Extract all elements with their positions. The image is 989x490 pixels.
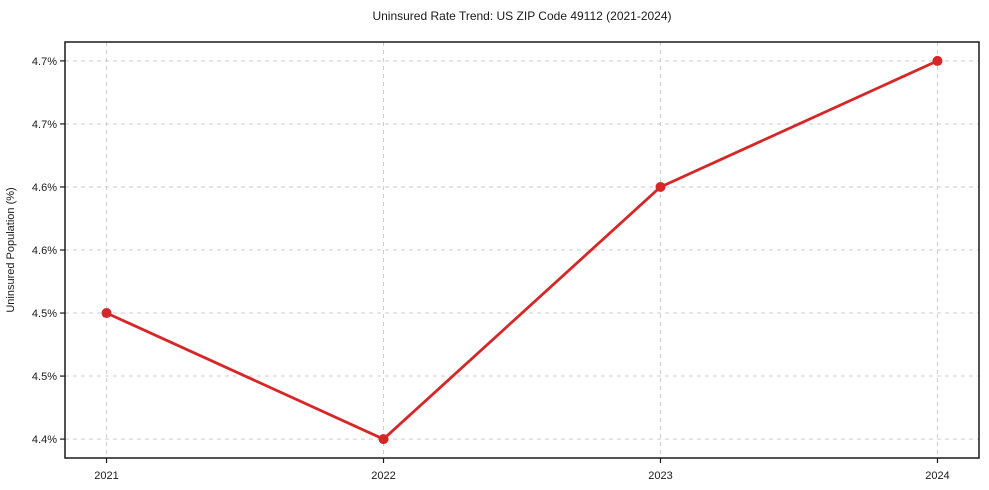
plot-border: [64, 41, 980, 459]
series-layer: [101, 55, 943, 445]
data-point: [101, 308, 112, 319]
x-tick-label: 2022: [371, 470, 395, 482]
y-tick-label: 4.4%: [32, 434, 57, 446]
x-tick-label: 2021: [94, 470, 118, 482]
trend-line: [105, 59, 939, 441]
y-axis-label: Uninsured Population (%): [5, 187, 17, 312]
y-tick-label: 4.5%: [32, 371, 57, 383]
axes-layer: 4.4% 4.5% 4.5% 4.6% 4.6% 4.7% 4.7% 2021 2022 2023…: [32, 41, 980, 482]
data-point: [932, 55, 943, 66]
data-point: [655, 181, 666, 192]
y-tick-label: 4.7%: [32, 119, 57, 131]
chart-title: Uninsured Rate Trend: US ZIP Code 49112 …: [372, 9, 671, 23]
x-tick-label: 2024: [925, 470, 949, 482]
grid-layer: [65, 42, 979, 458]
data-point: [378, 434, 389, 445]
y-tick-label: 4.5%: [32, 308, 57, 320]
y-tick-label: 4.7%: [32, 56, 57, 68]
x-tick-label: 2023: [648, 470, 672, 482]
y-tick-label: 4.6%: [32, 245, 57, 257]
y-tick-label: 4.6%: [32, 182, 57, 194]
